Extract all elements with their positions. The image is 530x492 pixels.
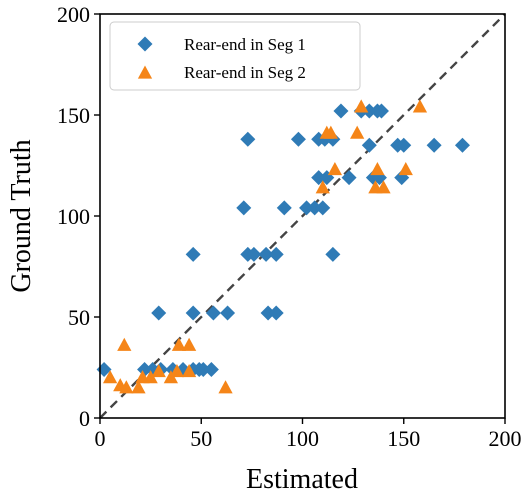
x-tick-label: 0 xyxy=(95,426,106,451)
seg1-point-13 xyxy=(220,305,236,321)
legend-label-seg1: Rear-end in Seg 1 xyxy=(184,35,306,54)
seg2-point-14 xyxy=(315,180,330,194)
seg1-point-25 xyxy=(307,200,323,216)
seg1-point-14 xyxy=(260,305,276,321)
seg1-point-47 xyxy=(373,103,389,119)
seg1-point-33 xyxy=(240,131,256,147)
y-tick-label: 100 xyxy=(57,204,90,229)
seg1-point-8 xyxy=(195,362,211,378)
seg2-point-7 xyxy=(151,364,166,378)
seg1-point-23 xyxy=(276,200,292,216)
seg1-point-10 xyxy=(151,305,167,321)
seg2-point-23 xyxy=(398,162,413,176)
seg2-point-13 xyxy=(218,380,233,394)
seg2-point-18 xyxy=(350,125,365,139)
y-tick-label: 150 xyxy=(57,103,90,128)
x-tick-label: 150 xyxy=(387,426,420,451)
seg1-point-22 xyxy=(236,200,252,216)
x-axis-label: Estimated xyxy=(246,464,358,492)
seg1-point-41 xyxy=(426,137,442,153)
seg1-point-43 xyxy=(333,103,349,119)
seg2-point-17 xyxy=(327,162,343,176)
seg2-point-9 xyxy=(169,364,185,378)
seg1-point-16 xyxy=(185,246,201,262)
seg1-point-1 xyxy=(137,362,153,378)
seg1-point-18 xyxy=(246,246,262,262)
seg1-point-19 xyxy=(258,246,274,262)
seg1-point-9 xyxy=(203,362,219,378)
seg2-point-0 xyxy=(103,370,118,384)
seg1-point-26 xyxy=(315,200,331,216)
seg2-point-24 xyxy=(412,99,428,113)
legend-label-seg2: Rear-end in Seg 2 xyxy=(184,63,306,82)
x-tick-label: 200 xyxy=(489,426,522,451)
seg2-point-21 xyxy=(370,162,385,176)
seg1-point-12 xyxy=(205,305,221,321)
seg2-point-3 xyxy=(117,337,132,351)
legend-box xyxy=(109,21,361,91)
reference-line-layer xyxy=(99,13,506,419)
seg2-point-2 xyxy=(119,380,134,394)
identity-reference-line xyxy=(99,13,506,419)
legend-marker-seg2 xyxy=(137,65,153,79)
seg1-point-15 xyxy=(268,305,284,321)
seg2-point-16 xyxy=(323,125,338,139)
legend-triangle-icon xyxy=(137,65,153,79)
seg1-point-29 xyxy=(341,170,357,186)
x-tick-label: 50 xyxy=(190,426,212,451)
seg1-point-40 xyxy=(396,137,412,153)
seg2-point-22 xyxy=(376,180,391,194)
seg2-point-6 xyxy=(143,370,158,384)
y-tick-label: 0 xyxy=(79,406,90,431)
seg1-point-11 xyxy=(185,305,201,321)
legend-diamond-icon xyxy=(137,36,153,52)
seg1-point-20 xyxy=(268,246,284,262)
seg1-point-24 xyxy=(299,200,315,216)
y-tick-label: 200 xyxy=(57,2,90,27)
seg2-point-10 xyxy=(171,337,187,351)
ticks-layer: 0 50 100 150 200 0 50 100 150 200 xyxy=(57,2,522,451)
seg1-point-38 xyxy=(361,137,377,153)
x-tick-label: 100 xyxy=(286,426,319,451)
seg2-point-19 xyxy=(354,99,369,113)
seg1-point-34 xyxy=(290,131,306,147)
y-axis-label: Ground Truth xyxy=(6,139,37,292)
seg2-point-12 xyxy=(181,337,197,351)
seg2-point-4 xyxy=(131,380,146,394)
data-points-layer xyxy=(96,99,470,394)
legend-marker-seg1 xyxy=(137,36,153,52)
y-tick-label: 50 xyxy=(68,305,90,330)
seg2-point-11 xyxy=(181,364,197,378)
legend: Rear-end in Seg 1 Rear-end in Seg 2 xyxy=(109,21,361,91)
seg1-point-42 xyxy=(454,137,470,153)
seg1-point-45 xyxy=(361,103,377,119)
seg1-point-21 xyxy=(325,246,341,262)
